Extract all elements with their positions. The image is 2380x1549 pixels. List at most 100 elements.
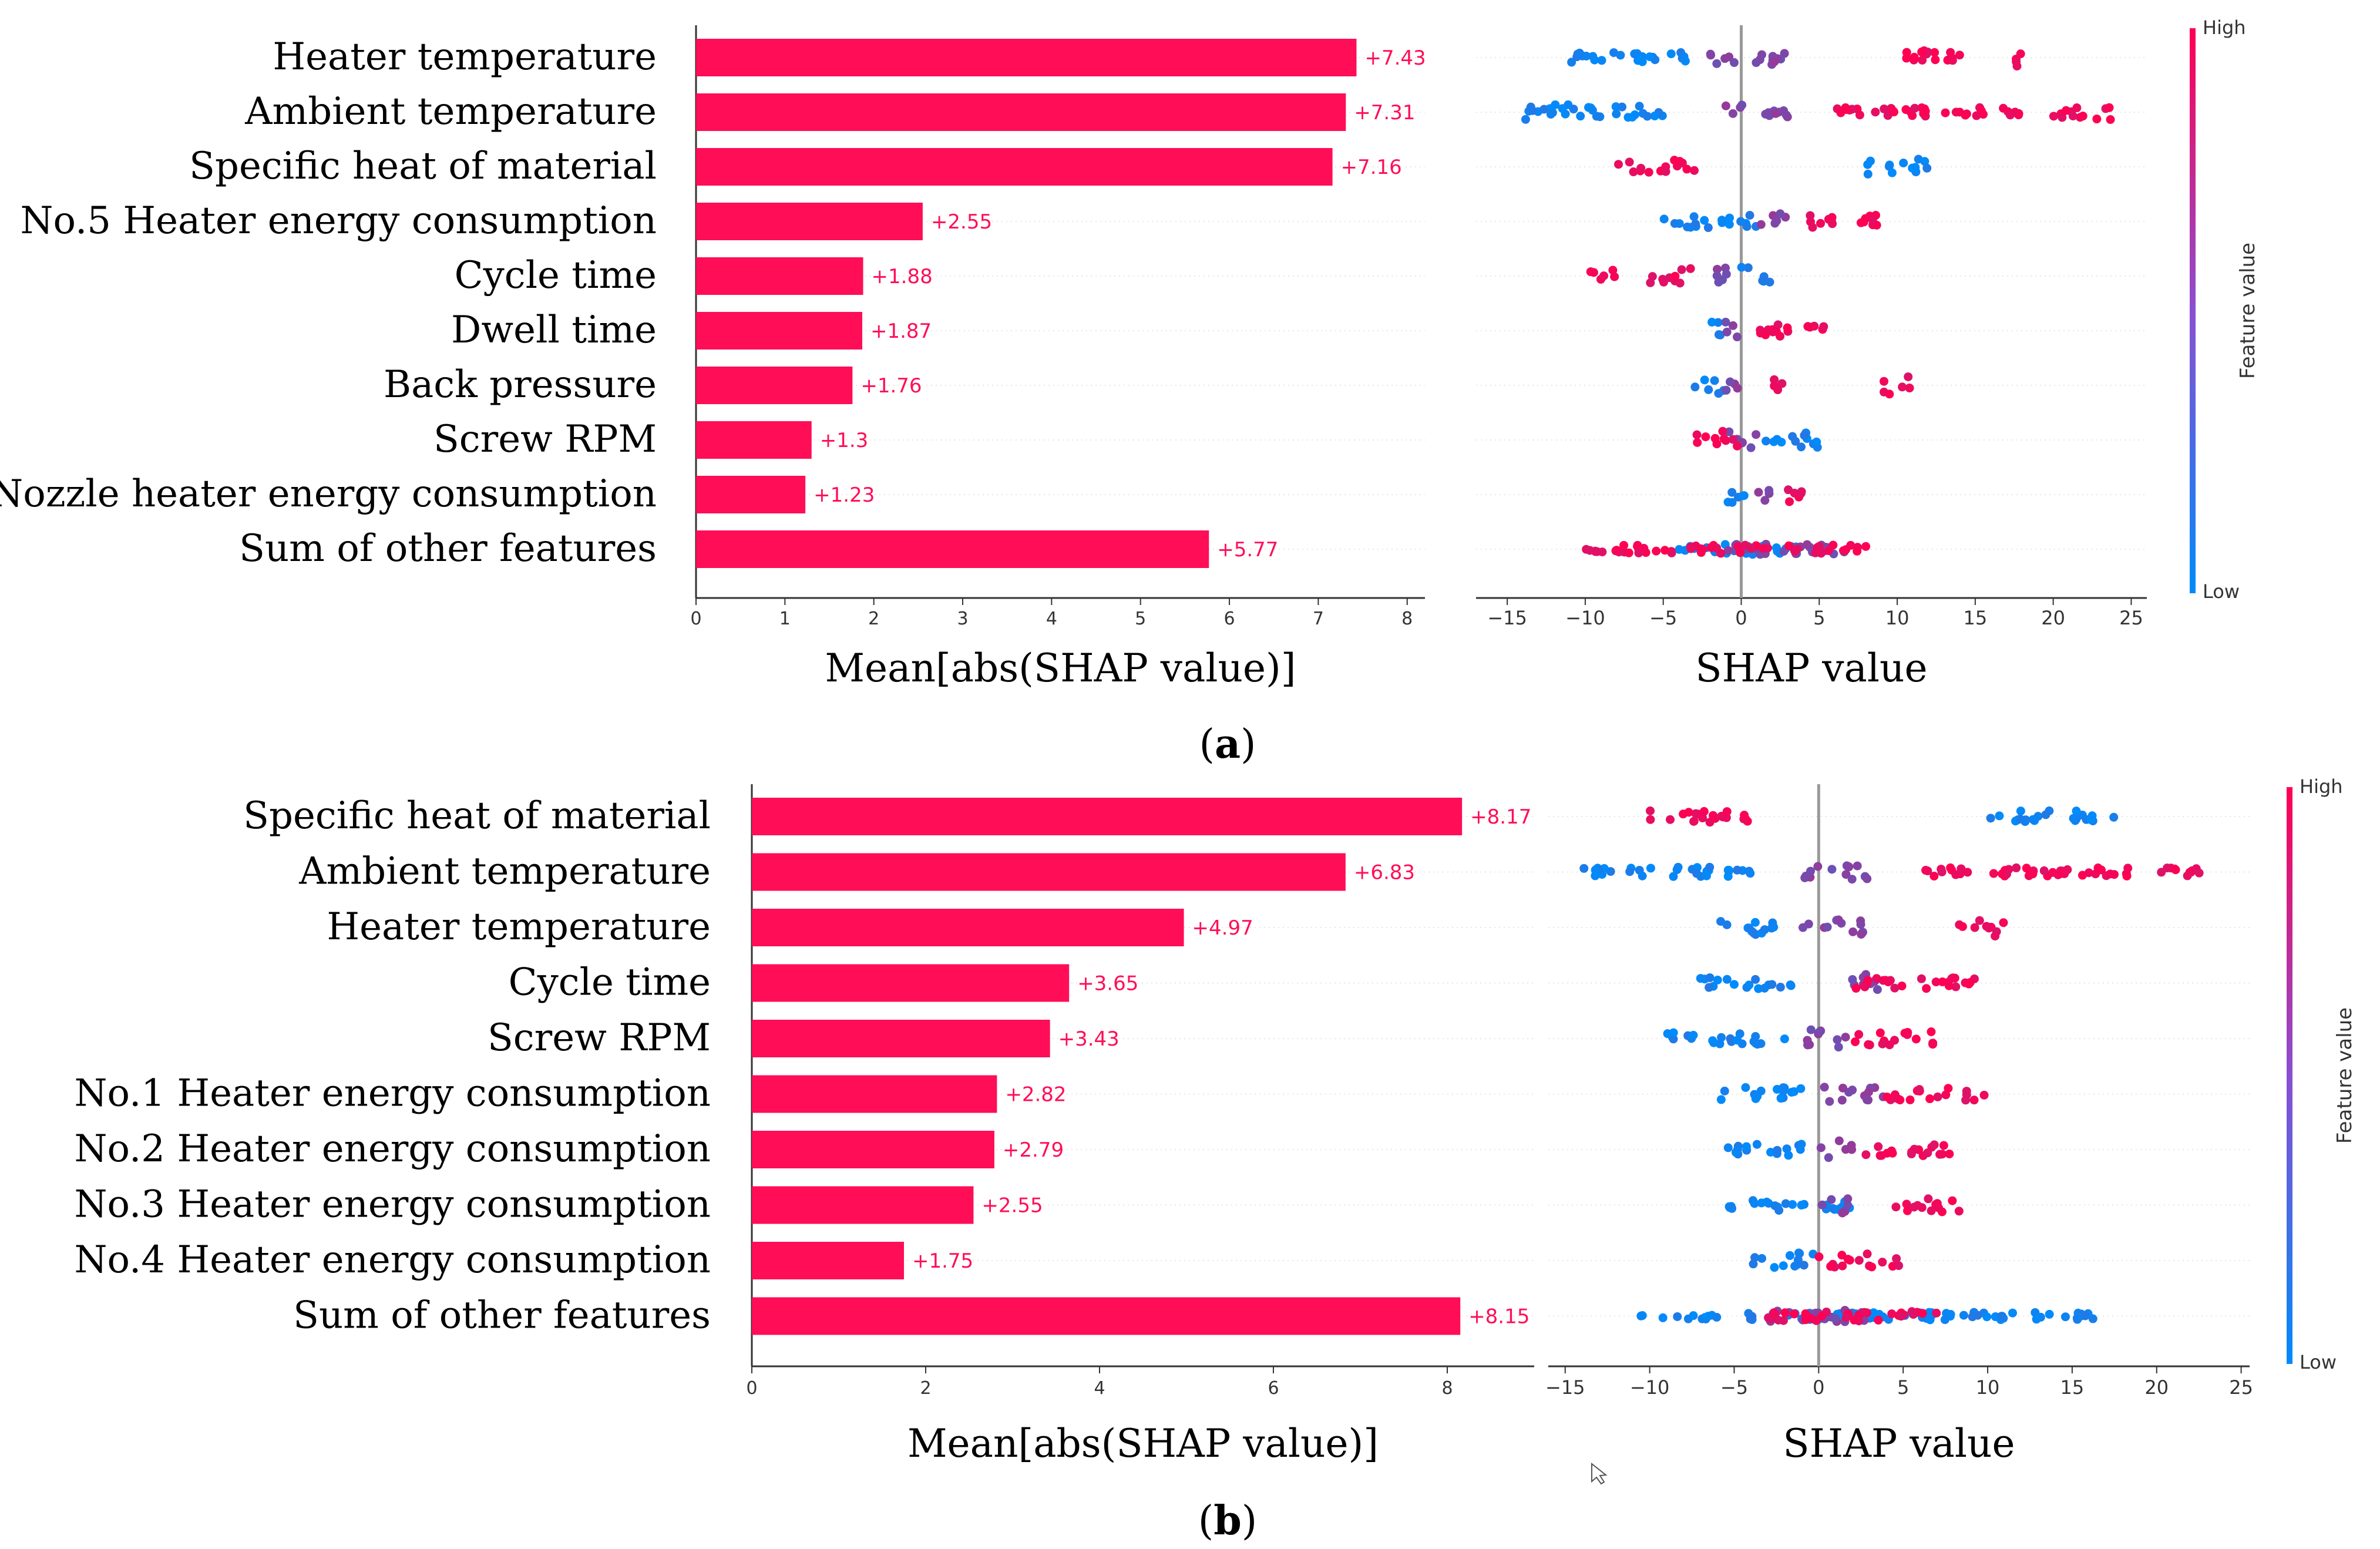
shap-point	[1901, 105, 1911, 115]
shap-point	[1810, 321, 1819, 331]
shap-point	[1837, 1251, 1847, 1260]
beeswarm-x-tick-label: 5	[1897, 1376, 1909, 1399]
bar-x-tick-label: 7	[1313, 609, 1324, 629]
shap-point	[1982, 1312, 1992, 1322]
shap-point	[2015, 814, 2025, 824]
shap-point	[1765, 277, 1774, 287]
shap-point	[1848, 1086, 1857, 1095]
shap-point	[1797, 1201, 1806, 1210]
shap-point	[1931, 55, 1940, 65]
colorbar-high-label: High	[2203, 16, 2246, 39]
shap-point	[1579, 863, 1589, 873]
beeswarm-x-tick-label: 25	[2229, 1376, 2253, 1399]
beeswarm-x-tick-label: 0	[1813, 1376, 1824, 1399]
shap-point	[1796, 489, 1806, 498]
shap-point	[2122, 871, 2132, 881]
shap-point	[1854, 1030, 1864, 1039]
shap-point	[1764, 486, 1774, 495]
category-label: Sum of other features	[239, 527, 657, 570]
shap-point	[1904, 372, 1913, 381]
shap-point	[1885, 389, 1894, 399]
shap-point	[1806, 211, 1815, 220]
shap-point	[1795, 1249, 1804, 1258]
shap-point	[1703, 223, 1713, 233]
shap-point	[1909, 1310, 1918, 1319]
panel-a: Heater temperature +7.43 Ambient temperatu…	[0, 16, 2260, 768]
shap-point	[1733, 1036, 1742, 1045]
shap-point	[1746, 869, 1755, 878]
shap-point	[1790, 1309, 1799, 1319]
shap-point	[1613, 160, 1623, 169]
shap-point	[1611, 102, 1621, 112]
shap-point	[1853, 546, 1862, 556]
shap-point	[1918, 55, 1927, 65]
shap-point	[2084, 868, 2093, 878]
shap-point	[1841, 545, 1851, 555]
colorbar-high-label: High	[2300, 775, 2343, 798]
shap-point	[1863, 1095, 1872, 1104]
bar-x-tick-label: 4	[1046, 609, 1057, 629]
colorbar	[2287, 787, 2292, 1364]
shap-point	[1722, 807, 1732, 816]
shap-point	[2012, 57, 2021, 66]
shap-point	[1931, 977, 1941, 987]
shap-point	[1718, 426, 1727, 436]
shap-point	[1863, 169, 1873, 179]
shap-point	[1521, 115, 1530, 124]
bar-value-label: +8.17	[1470, 805, 1531, 829]
shap-point	[2105, 103, 2114, 112]
shap-point	[1935, 1150, 1945, 1159]
shap-point	[1864, 1087, 1873, 1097]
shap-point	[1962, 1090, 1971, 1100]
shap-point	[1752, 58, 1761, 68]
shap-point	[1899, 159, 1908, 168]
shap-point	[1951, 107, 1961, 117]
shap-point	[1679, 52, 1689, 61]
shap-point	[1722, 327, 1732, 337]
beeswarm-x-tick-label: 20	[2144, 1376, 2169, 1399]
shap-point	[1819, 322, 1828, 331]
bar	[752, 1075, 997, 1113]
shap-point	[1921, 106, 1930, 116]
bar	[752, 964, 1070, 1002]
shap-point	[1874, 1142, 1883, 1151]
shap-point	[1723, 546, 1733, 555]
shap-point	[1848, 975, 1857, 984]
shap-point	[1742, 1142, 1751, 1151]
shap-point	[1885, 1040, 1894, 1050]
bar-x-tick-label: 8	[1401, 609, 1413, 629]
beeswarm-x-tick-label: 15	[2060, 1376, 2085, 1399]
shap-point	[1726, 377, 1735, 387]
shap-point	[1771, 109, 1780, 118]
shap-point	[1670, 156, 1679, 165]
shap-point	[1781, 1199, 1790, 1208]
shap-point	[1873, 985, 1882, 994]
shap-point	[1714, 389, 1723, 398]
shap-point	[1863, 1249, 1872, 1259]
shap-point	[1853, 861, 1862, 871]
beeswarm-x-tick-label: 10	[1976, 1376, 2000, 1399]
bar-value-label: +7.31	[1354, 101, 1415, 125]
shap-point	[2086, 815, 2095, 824]
beeswarm-x-axis-label: SHAP value	[1783, 1421, 2015, 1466]
shap-point	[1633, 542, 1642, 551]
shap-point	[1773, 385, 1783, 395]
shap-point	[1750, 1199, 1759, 1208]
shap-point	[1790, 488, 1799, 498]
shap-point	[2016, 807, 2025, 816]
shap-point	[1747, 926, 1756, 936]
shap-point	[1826, 1262, 1836, 1271]
bar-value-label: +3.65	[1077, 972, 1138, 996]
shap-point	[1902, 1199, 1911, 1209]
shap-point	[1760, 496, 1770, 505]
shap-point	[1946, 863, 1955, 872]
shap-point	[1741, 1083, 1750, 1092]
shap-point	[1811, 1316, 1821, 1325]
shap-point	[1595, 112, 1605, 122]
shap-point	[1723, 1143, 1733, 1152]
shap-point	[1890, 983, 1900, 993]
shap-point	[2002, 869, 2011, 879]
category-label: Specific heat of material	[243, 794, 711, 838]
bar	[752, 1131, 994, 1168]
shap-point	[1716, 1095, 1726, 1104]
